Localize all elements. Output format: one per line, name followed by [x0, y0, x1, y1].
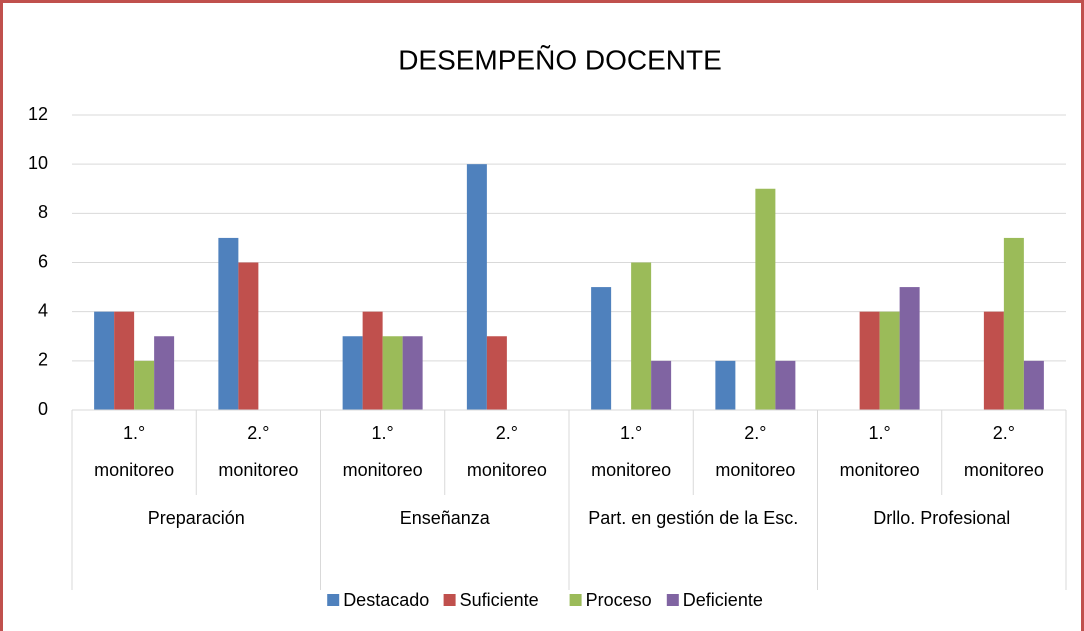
- legend-label: Proceso: [586, 590, 652, 610]
- x-tick-label: 1.° monitoreo: [342, 423, 423, 480]
- group-label: Drllo. Profesional: [873, 508, 1011, 528]
- bar: [775, 360, 796, 410]
- group-label: Part. en gestión de la Esc.: [588, 508, 799, 528]
- bar: [114, 311, 135, 410]
- group-label: Enseñanza: [399, 508, 490, 528]
- legend-label: Deficiente: [683, 590, 763, 610]
- x-tick-label: 1.° monitoreo: [94, 423, 175, 480]
- bar: [342, 336, 363, 410]
- legend-swatch: [327, 594, 340, 606]
- bar: [899, 287, 920, 410]
- bar: [382, 336, 403, 410]
- y-tick-label: 8: [38, 202, 48, 222]
- x-tick-label: 1.° monitoreo: [591, 423, 672, 480]
- legend-swatch: [666, 594, 679, 606]
- bar: [1003, 237, 1024, 410]
- legend-swatch: [443, 594, 456, 606]
- bar: [486, 336, 507, 410]
- bar: [591, 287, 612, 410]
- y-tick-label: 0: [38, 399, 48, 419]
- x-tick-label: 2.° monitoreo: [963, 423, 1044, 480]
- x-tick-label: 1.° monitoreo: [839, 423, 920, 480]
- y-tick-label: 12: [28, 104, 48, 124]
- bar: [94, 311, 115, 410]
- bar: [983, 311, 1004, 410]
- group-label: Preparación: [147, 508, 245, 528]
- bar: [859, 311, 880, 410]
- x-tick-label: 2.° monitoreo: [715, 423, 796, 480]
- bar: [466, 164, 487, 410]
- legend-label: Destacado: [343, 590, 429, 610]
- bar: [402, 336, 423, 410]
- bar: [1023, 360, 1044, 410]
- bar: [879, 311, 900, 410]
- x-tick-label: 2.° monitoreo: [466, 423, 547, 480]
- bar: [134, 360, 155, 410]
- bar: [715, 360, 736, 410]
- bar: [631, 262, 652, 410]
- y-tick-label: 4: [38, 300, 48, 320]
- y-tick-label: 10: [28, 153, 48, 173]
- legend-swatch: [569, 594, 582, 606]
- legend-label: Suficiente: [460, 590, 539, 610]
- chart-title: DESEMPEÑO DOCENTE: [398, 44, 722, 75]
- x-tick-label: 2.° monitoreo: [218, 423, 299, 480]
- bar: [218, 237, 239, 410]
- bar: [154, 336, 175, 410]
- bar: [651, 360, 672, 410]
- bar: [238, 262, 259, 410]
- bar: [755, 188, 776, 410]
- y-tick-label: 2: [38, 350, 48, 370]
- bar: [362, 311, 383, 410]
- y-tick-label: 6: [38, 251, 48, 271]
